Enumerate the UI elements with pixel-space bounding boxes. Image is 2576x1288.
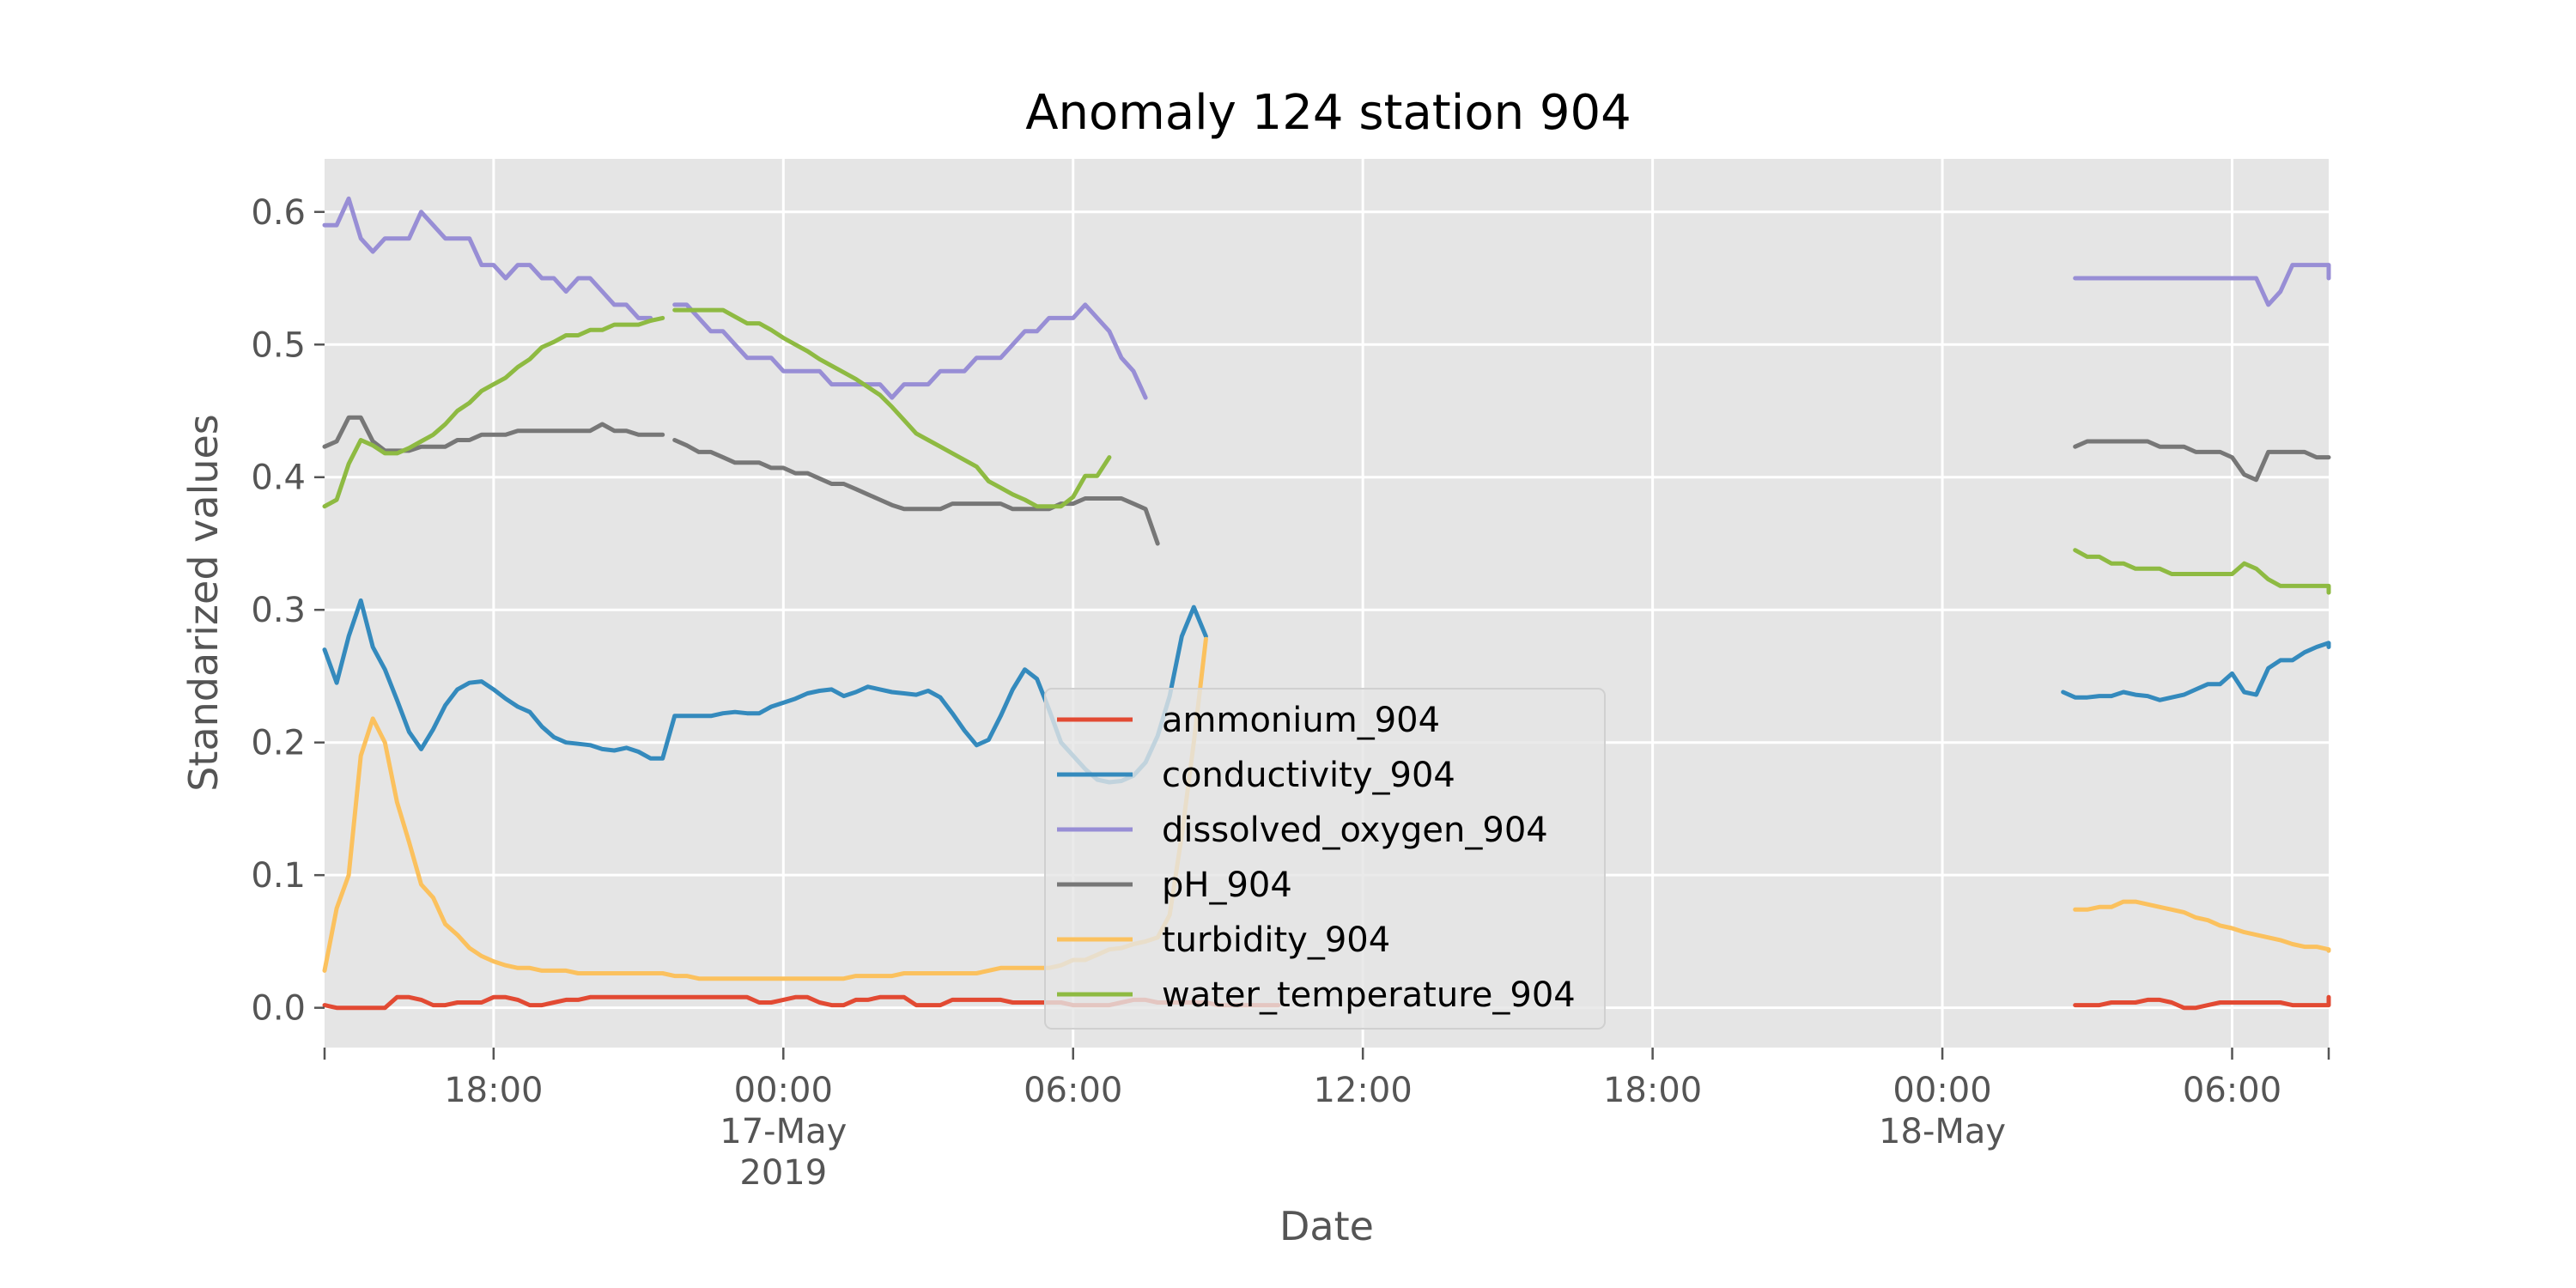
- x-tick-label: 17-May: [720, 1112, 847, 1151]
- y-tick-label: 0.1: [251, 856, 306, 896]
- x-tick-label: 12:00: [1314, 1071, 1413, 1110]
- x-tick-label: 00:00: [734, 1071, 833, 1110]
- y-tick-label: 0.0: [251, 989, 306, 1029]
- x-axis-label: Date: [1279, 1203, 1374, 1249]
- series-lines: [322, 196, 2331, 1011]
- x-tick-label: 2019: [739, 1153, 827, 1193]
- series-line-water_temperature_904: [2073, 548, 2331, 595]
- legend-label: conductivity_904: [1162, 756, 1455, 795]
- series-line-pH_904: [672, 438, 1160, 546]
- x-tick-label: 18:00: [444, 1071, 543, 1110]
- y-axis: 0.0 0.1 0.2 0.3 0.4 0.5 0.6: [251, 193, 325, 1029]
- x-tick-label: 18:00: [1603, 1071, 1702, 1110]
- series-line-dissolved_oxygen_904: [2073, 263, 2331, 307]
- legend-label: dissolved_oxygen_904: [1162, 811, 1548, 850]
- legend-label: turbidity_904: [1162, 920, 1390, 960]
- series-line-ammonium_904: [2073, 994, 2331, 1011]
- legend-label: water_temperature_904: [1162, 975, 1576, 1015]
- x-tick-label: 18-May: [1879, 1112, 2006, 1151]
- y-axis-label: Standarized values: [180, 414, 227, 792]
- series-line-pH_904: [2073, 439, 2331, 483]
- series-line-water_temperature_904: [672, 307, 1112, 509]
- legend-label: pH_904: [1162, 866, 1292, 905]
- legend: ammonium_904 conductivity_904 dissolved_ox…: [1044, 688, 1606, 1030]
- y-tick-label: 0.2: [251, 724, 306, 763]
- legend-label: ammonium_904: [1162, 701, 1440, 740]
- y-tick-label: 0.6: [251, 193, 306, 233]
- y-tick-label: 0.5: [251, 325, 306, 365]
- series-line-dissolved_oxygen_904: [672, 302, 1148, 400]
- series-line-water_temperature_904: [322, 315, 665, 509]
- legend-box: [1044, 688, 1606, 1030]
- series-line-conductivity_904: [2061, 641, 2331, 702]
- y-tick-label: 0.4: [251, 459, 306, 498]
- series-line-pH_904: [322, 415, 665, 453]
- y-tick-label: 0.3: [251, 591, 306, 630]
- chart-title: Anomaly 124 station 904: [1025, 85, 1631, 141]
- x-tick-label: 06:00: [2183, 1071, 2281, 1110]
- x-tick-label: 00:00: [1893, 1071, 1991, 1110]
- series-line-dissolved_oxygen_904: [322, 196, 653, 320]
- series-line-turbidity_904: [2073, 899, 2331, 953]
- x-tick-label: 06:00: [1024, 1071, 1122, 1110]
